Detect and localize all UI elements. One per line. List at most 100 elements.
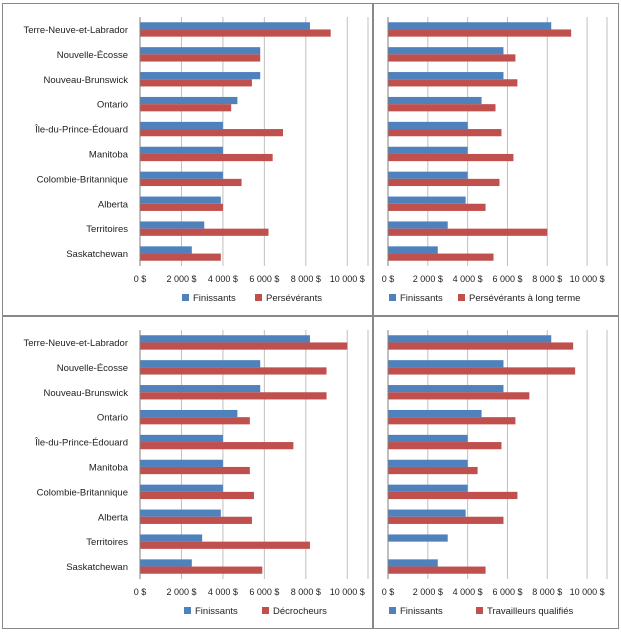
category-label: Territoires	[86, 537, 128, 548]
bar-series2-7	[140, 178, 242, 187]
bar-series1-9	[140, 534, 203, 542]
x-tick-label: 4 000 $	[453, 587, 483, 597]
bar-series2-1	[140, 342, 348, 350]
x-tick-label: 6 000 $	[249, 587, 279, 597]
bar-series2-1	[388, 29, 572, 37]
category-label: Territoires	[86, 224, 128, 235]
bar-series2-3	[140, 392, 327, 400]
bar-series1-7	[388, 484, 468, 492]
bar-series2-6	[140, 153, 273, 162]
x-tick-label: 6 000 $	[249, 274, 279, 284]
bar-series1-2	[388, 360, 504, 368]
bar-series2-8	[140, 203, 223, 211]
bar-series1-6	[388, 146, 468, 154]
bar-series1-9	[388, 221, 448, 229]
bar-series1-5	[388, 434, 468, 443]
bar-series1-2	[388, 47, 504, 55]
category-label: Île-du-Prince-Édouard	[34, 438, 128, 449]
bar-series1-9	[388, 534, 448, 542]
x-tick-label: 0 $	[382, 274, 395, 284]
x-tick-label: 4 000 $	[453, 274, 483, 284]
bar-series2-2	[388, 367, 576, 375]
bar-series1-3	[388, 385, 504, 393]
bar-series1-9	[140, 221, 205, 229]
x-tick-label: 6 000 $	[492, 274, 522, 284]
bar-series1-10	[388, 559, 438, 567]
category-label: Île-du-Prince-Édouard	[34, 125, 128, 136]
bar-series2-5	[388, 129, 502, 137]
bar-series2-6	[140, 466, 250, 475]
bar-series1-4	[388, 409, 482, 418]
bar-series2-4	[388, 104, 496, 112]
bar-series2-6	[388, 153, 514, 162]
bar-series2-7	[140, 491, 254, 500]
bar-series1-1	[140, 22, 310, 30]
bar-series2-2	[140, 367, 327, 375]
bar-series2-8	[388, 516, 504, 524]
bar-series1-5	[388, 121, 468, 130]
bar-series2-10	[140, 253, 221, 261]
bar-series2-7	[388, 178, 500, 187]
chart-panel-3: 0 $ 2 000 $ 4 000 $ 6 000 $ 8 000 $ 10 000 $ T…	[2, 316, 373, 629]
legend-label-series1: Finissants	[400, 606, 443, 617]
bar-series1-5	[140, 121, 223, 130]
bar-series2-10	[140, 566, 263, 574]
chart-panel-1: 0 $ 2 000 $ 4 000 $ 6 000 $ 8 000 $ 10 000 $ T…	[2, 3, 373, 316]
x-tick-label: 8 000 $	[532, 587, 562, 597]
x-tick-label: 4 000 $	[208, 587, 238, 597]
legend-label-series2: Décrocheurs	[273, 606, 327, 617]
bar-series1-8	[388, 196, 466, 204]
bar-series1-10	[140, 246, 192, 254]
bar-series1-7	[140, 484, 223, 492]
bar-series2-5	[140, 129, 284, 137]
legend-swatch-series2	[255, 294, 262, 301]
bar-series1-5	[140, 434, 223, 443]
bar-series2-3	[388, 392, 530, 400]
bar-series2-1	[140, 29, 331, 37]
x-tick-label: 0 $	[134, 274, 147, 284]
bar-series1-1	[140, 335, 310, 343]
bar-series1-1	[388, 335, 552, 343]
bar-series2-8	[140, 516, 252, 524]
category-label: Nouvelle-Écosse	[57, 363, 128, 374]
bar-series1-10	[388, 246, 438, 254]
category-label: Colombie-Britannique	[37, 174, 128, 185]
category-label: Manitoba	[89, 149, 129, 160]
bar-series1-8	[140, 509, 221, 517]
bar-series2-9	[140, 541, 310, 549]
category-label: Saskatchewan	[66, 562, 128, 573]
legend-swatch-series2	[458, 294, 465, 301]
bar-series1-3	[388, 72, 504, 80]
bar-series2-2	[140, 54, 261, 62]
legend-label-series1: Finissants	[195, 606, 238, 617]
legend-swatch-series2	[262, 607, 269, 614]
category-label: Manitoba	[89, 462, 129, 473]
bar-series2-5	[140, 442, 294, 450]
x-tick-label: 2 000 $	[166, 274, 196, 284]
bar-series1-6	[140, 459, 223, 467]
category-label: Saskatchewan	[66, 249, 128, 260]
bar-series1-7	[388, 171, 468, 179]
bar-series2-10	[388, 566, 486, 574]
bar-series1-4	[388, 96, 482, 105]
bar-series1-10	[140, 559, 192, 567]
category-label: Ontario	[97, 413, 128, 424]
bar-series2-3	[388, 79, 518, 87]
bar-series2-9	[388, 228, 548, 236]
bar-series2-8	[388, 203, 486, 211]
bar-series1-3	[140, 385, 261, 393]
x-tick-label: 8 000 $	[291, 587, 321, 597]
bar-series2-1	[388, 342, 574, 350]
x-tick-label: 10 000 $	[570, 587, 605, 597]
category-label: Alberta	[98, 512, 129, 523]
category-label: Terre-Neuve-et-Labrador	[23, 338, 128, 349]
bar-series2-5	[388, 442, 502, 450]
legend-label-series2: Persévérants à long terme	[469, 293, 580, 304]
x-tick-label: 6 000 $	[492, 587, 522, 597]
bar-series1-2	[140, 47, 261, 55]
category-label: Colombie-Britannique	[37, 487, 128, 498]
legend-label-series1: Finissants	[400, 293, 443, 304]
legend-swatch-series1	[184, 607, 191, 614]
category-label: Ontario	[97, 100, 128, 111]
